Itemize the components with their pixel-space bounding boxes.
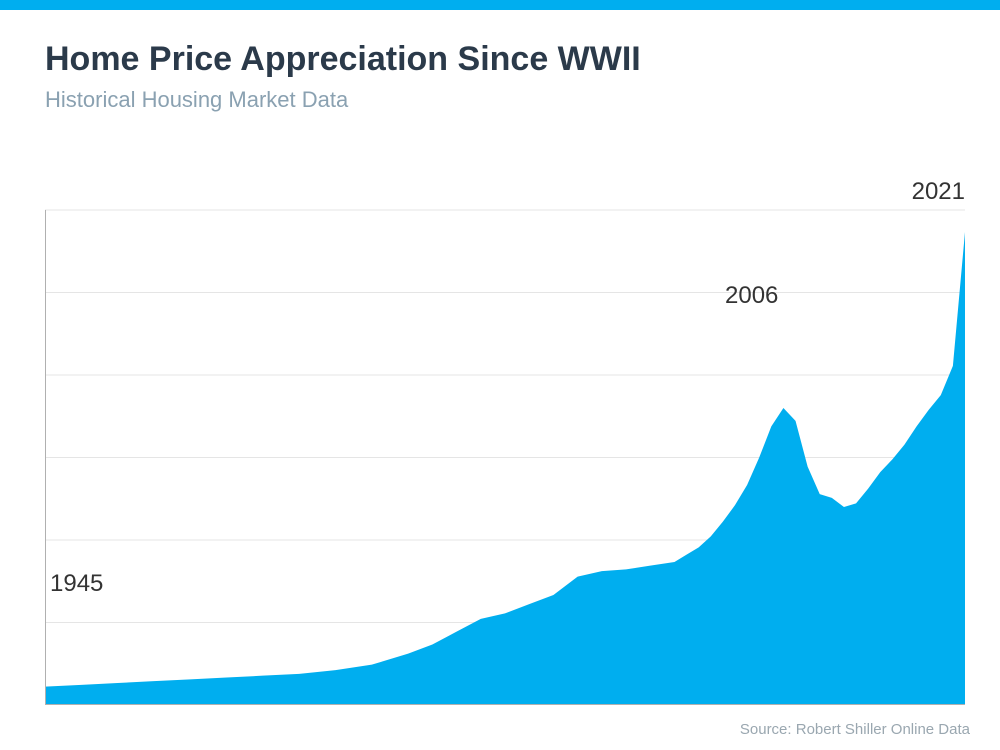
chart-area: 1945 2006 2021 (45, 170, 965, 705)
callout-1945: 1945 (50, 570, 103, 598)
area-series (45, 232, 965, 705)
area-chart-svg (45, 170, 965, 705)
top-accent-bar (0, 0, 1000, 10)
callout-2006: 2006 (725, 282, 778, 310)
chart-title: Home Price Appreciation Since WWII (45, 40, 955, 79)
source-attribution: Source: Robert Shiller Online Data (740, 721, 970, 738)
chart-subtitle: Historical Housing Market Data (45, 87, 955, 113)
header-block: Home Price Appreciation Since WWII Histo… (0, 10, 1000, 113)
callout-2021: 2021 (912, 178, 965, 206)
